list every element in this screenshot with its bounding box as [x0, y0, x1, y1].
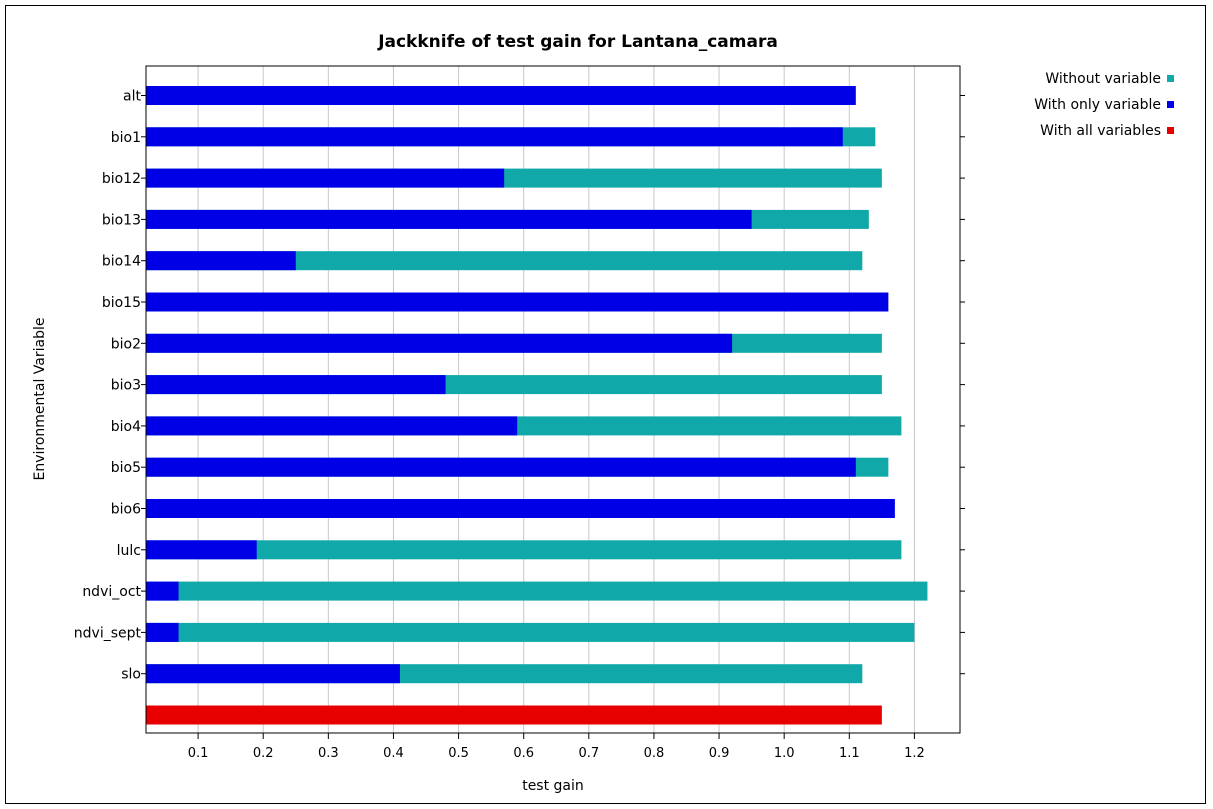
bar-with-only-variable	[146, 251, 296, 271]
bar-with-only-variable	[146, 622, 179, 642]
x-tick-label: 0.5	[448, 746, 469, 761]
plot-area-border	[145, 65, 961, 734]
bar-without-variable	[146, 622, 915, 642]
bars	[146, 86, 928, 725]
bar-with-only-variable	[146, 86, 856, 105]
bar-with-only-variable	[146, 416, 518, 436]
legend: Without variable With only variable With a…	[1034, 71, 1174, 139]
category-label: lulc	[117, 543, 141, 559]
bar-with-only-variable	[146, 127, 843, 147]
category-label: bio4	[111, 419, 141, 435]
legend-label: With all variables	[1040, 123, 1161, 139]
category-label: slo	[121, 667, 141, 683]
x-tick-label: 0.7	[578, 746, 599, 761]
bar-with-only-variable	[146, 333, 733, 353]
category-label: bio13	[102, 212, 141, 228]
bar-with-all-variables	[146, 705, 882, 725]
bar-without-variable	[146, 540, 902, 560]
category-label: bio6	[111, 502, 141, 518]
x-tick-label: 1.1	[839, 746, 860, 761]
x-tick-label: 0.3	[318, 746, 339, 761]
category-label: bio5	[111, 460, 141, 476]
bar-without-variable	[146, 581, 928, 601]
category-label: alt	[123, 89, 141, 105]
bar-with-only-variable	[146, 209, 752, 229]
bar-with-only-variable	[146, 540, 257, 560]
bar-with-only-variable	[146, 499, 895, 518]
legend-swatch	[1167, 75, 1174, 82]
bar-with-only-variable	[146, 292, 889, 312]
bar-without-variable	[146, 251, 863, 271]
legend-label: With only variable	[1034, 97, 1161, 113]
x-tick-label: 1.2	[904, 746, 925, 761]
x-tick-label: 0.6	[513, 746, 534, 761]
category-label: ndvi_oct	[82, 584, 141, 600]
category-label: bio14	[102, 254, 141, 270]
category-label: bio3	[111, 378, 141, 394]
y-axis-label: Environmental Variable	[32, 318, 48, 481]
category-label: bio15	[102, 295, 141, 311]
category-label: bio2	[111, 336, 141, 352]
bar-with-only-variable	[146, 375, 446, 395]
legend-swatch	[1167, 101, 1174, 108]
x-tick-label: 0.9	[709, 746, 730, 761]
x-axis-label: test gain	[522, 778, 584, 794]
bar-with-only-variable	[146, 457, 856, 477]
category-labels: alt bio1 bio12 bio13 bio14 bio15 bio2 bio3 bio4 b…	[74, 89, 142, 683]
x-tick-label: 1.0	[774, 746, 795, 761]
x-tick-label: 0.2	[253, 746, 274, 761]
x-tick-label: 0.8	[644, 746, 665, 761]
x-axis-ticks: 0.1 0.2 0.3 0.4 0.5 0.6 0.7 0.8 0.9 1.0 1.1 1.2	[188, 733, 925, 761]
bar-with-only-variable	[146, 581, 179, 601]
x-tick-label: 0.1	[188, 746, 209, 761]
legend-label: Without variable	[1045, 71, 1161, 87]
category-label: ndvi_sept	[74, 625, 142, 641]
category-label: bio12	[102, 171, 141, 187]
legend-swatch	[1167, 127, 1174, 134]
bar-with-only-variable	[146, 664, 400, 684]
bar-with-only-variable	[146, 168, 505, 188]
chart-title: Jackknife of test gain for Lantana_camar…	[377, 32, 778, 52]
x-tick-label: 0.4	[383, 746, 404, 761]
category-label: bio1	[111, 130, 141, 146]
category-ticks	[141, 95, 965, 675]
